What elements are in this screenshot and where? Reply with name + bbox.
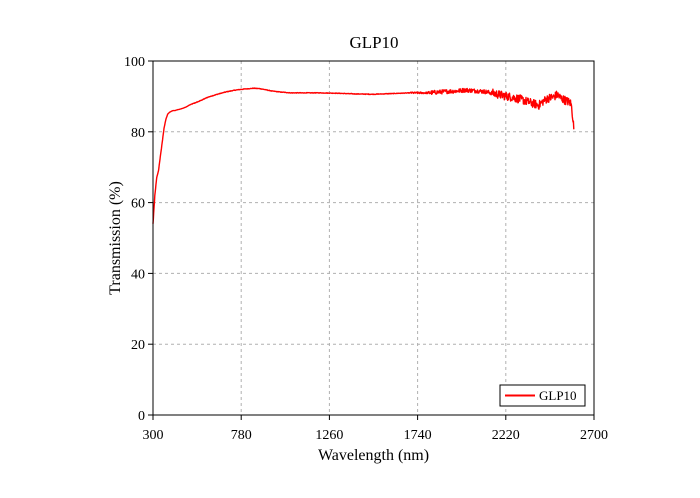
y-tick-label: 60 — [131, 197, 145, 212]
x-axis-label: Wavelength (nm) — [318, 447, 429, 464]
y-tick-label: 20 — [131, 338, 145, 353]
x-tick-label: 1740 — [404, 428, 432, 443]
y-tick-label: 100 — [124, 55, 145, 70]
chart-title: GLP10 — [349, 33, 398, 52]
y-tick-label: 40 — [131, 267, 145, 282]
y-axis-label: Transmission (%) — [107, 181, 124, 295]
x-tick-label: 300 — [143, 428, 164, 443]
legend-label: GLP10 — [539, 388, 577, 403]
x-tick-label: 2220 — [492, 428, 520, 443]
grid-lines — [153, 61, 594, 415]
series-line-glp10 — [152, 87, 575, 224]
y-tick-label: 80 — [131, 126, 145, 141]
x-tick-label: 2700 — [580, 428, 608, 443]
legend-box — [499, 384, 586, 407]
plot-frame — [152, 60, 595, 416]
y-tick-label: 0 — [138, 409, 145, 424]
legend: GLP10 — [499, 384, 586, 407]
x-tick-label: 1260 — [315, 428, 343, 443]
axis-ticks: 300 780 1260 1740 2220 2700 0 20 40 60 80 100 — [124, 55, 608, 443]
x-tick-label: 780 — [231, 428, 252, 443]
